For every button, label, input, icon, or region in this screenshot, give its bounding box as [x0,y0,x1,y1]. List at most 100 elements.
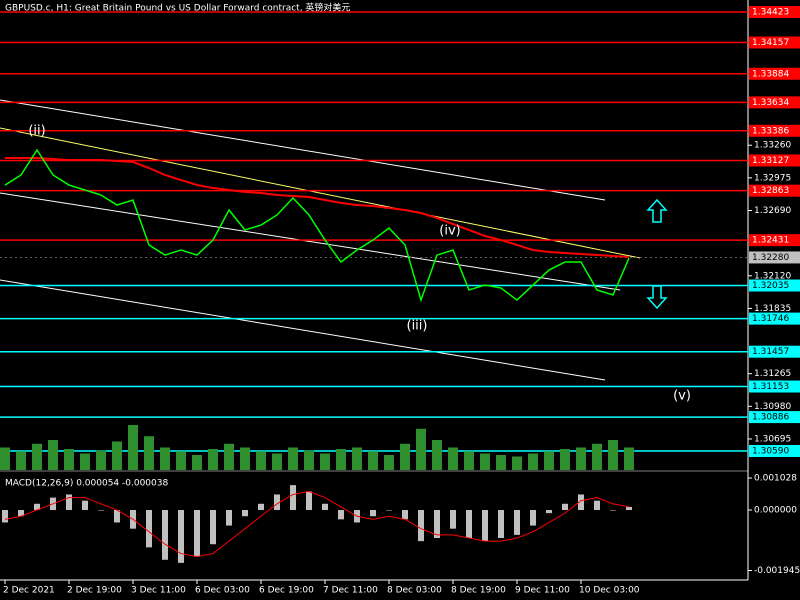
wave-label: (iv) [439,224,460,239]
volume-bar [0,447,10,470]
macd-bar [34,503,40,511]
macd-bar [498,510,504,539]
y-tick-label: 1.30980 [754,402,791,412]
volume-bar [48,440,58,470]
macd-bar [162,510,168,560]
macd-bar [626,506,632,511]
channel-upper [0,99,606,201]
y-tick-label: 1.32690 [754,206,791,216]
macd-tick-label: 0.001028 [754,474,797,484]
level-box [749,36,800,49]
x-tick-label: 7 Dec 11:00 [323,586,378,596]
macd-bar [530,510,536,526]
macd-bar [2,510,8,523]
volume-bar [464,451,474,470]
volume-bar [608,440,618,470]
level-label: 1.34157 [752,38,789,48]
volume-bar [112,441,122,470]
macd-bar [418,510,424,542]
y-tick-label: 1.32975 [754,173,791,183]
level-label: 1.30590 [752,446,789,456]
macd-bar [338,510,344,520]
macd-bar [290,485,296,511]
macd-signal [4,490,630,558]
macd-bar [562,503,568,511]
x-tick-label: 8 Dec 03:00 [387,586,442,596]
macd-bar [610,510,616,511]
volume-bar [576,447,586,470]
level-box [749,444,800,457]
macd-label: MACD(12,26,9) 0.000054 -0.000038 [5,479,168,489]
level-label: 1.33386 [752,126,789,136]
volume-bar [160,447,170,470]
level-box [749,67,800,80]
volume-bar [240,447,250,470]
volume-bar [496,455,506,470]
macd-bar [242,510,248,517]
volume-bar [512,456,522,470]
bid-box [749,251,800,264]
trendline-yellow [0,127,641,259]
volume-bar [528,453,538,470]
macd-bar [402,510,408,520]
x-tick-label: 6 Dec 03:00 [195,586,250,596]
macd-bar [194,510,200,557]
level-label: 1.32863 [752,186,789,196]
macd-bar [546,510,552,514]
level-box [749,279,800,292]
x-tick-label: 2 Dec 19:00 [67,586,122,596]
channel-lower [0,279,606,381]
volume-bar [224,443,234,470]
volume-bar [400,443,410,470]
volume-bar [208,449,218,470]
x-tick-label: 9 Dec 11:00 [515,586,570,596]
volume-bar [304,450,314,470]
level-box [749,411,800,424]
volume-bar [432,440,442,470]
level-box [749,345,800,358]
wave-label: (v) [673,389,691,404]
level-label: 1.33884 [752,69,789,79]
level-label: 1.32431 [752,236,789,246]
chart-title: GBPUSD.c, H1: Great Britain Pound vs US … [5,2,350,14]
volume-bar [480,453,490,470]
volume-bar [272,453,282,470]
bid-label: 1.32280 [752,253,789,263]
volume-bar [256,451,266,470]
volume-bar [64,449,74,470]
macd-bar [226,510,232,526]
level-label: 1.32035 [752,281,789,291]
level-label: 1.33634 [752,98,789,108]
macd-bar [322,503,328,511]
volume-bar [592,443,602,470]
volume-bar [128,425,138,470]
wave-label: (ii) [28,124,45,139]
volume-bar [320,453,330,470]
volume-bar [560,449,570,470]
macd-bar [146,510,152,548]
level-label: 1.31746 [752,314,789,324]
volume-bar [544,451,554,470]
volume-bar [96,450,106,470]
price-line [4,148,630,303]
macd-bar [514,510,520,535]
y-tick-label: 1.33260 [754,141,791,151]
x-tick-label: 2 Dec 2021 [3,586,55,596]
macd-tick-label: -0.001945 [754,566,800,576]
x-tick-label: 6 Dec 19:00 [259,586,314,596]
level-label: 1.31153 [752,382,789,392]
macd-bar [482,510,488,542]
x-tick-label: 10 Dec 03:00 [579,586,640,596]
level-box [749,380,800,393]
volume-bar [624,447,634,470]
y-tick-label: 1.31265 [754,369,791,379]
volume-bar [32,443,42,470]
level-box [749,154,800,167]
macd-bar [306,491,312,511]
volume-bar [192,455,202,470]
macd-bar [258,503,264,511]
macd-bar [98,510,104,511]
macd-bar [66,494,72,511]
y-tick-label: 1.32120 [754,271,791,281]
macd-bar [434,510,440,539]
